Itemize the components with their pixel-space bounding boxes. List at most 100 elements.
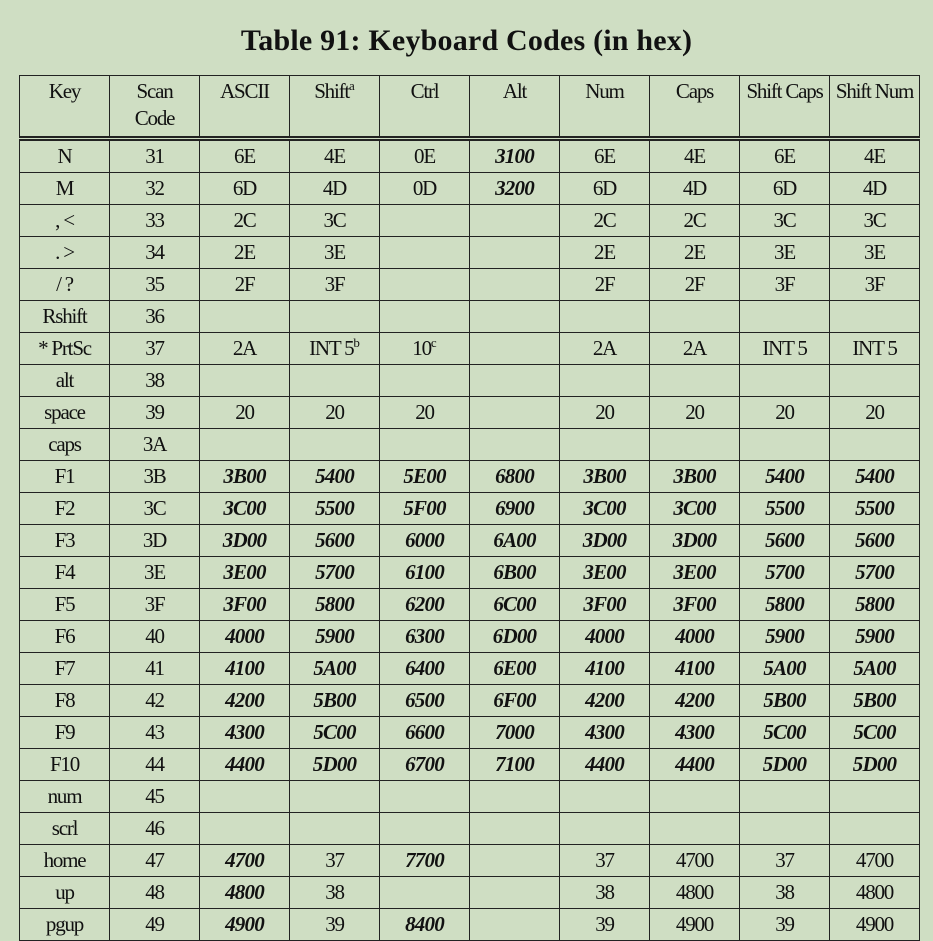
cell-text: 4E [684,144,706,168]
code-cell: 4000 [199,620,290,653]
cell-text: 2F [594,272,616,296]
code-cell [469,236,560,269]
column-header: Shifta [289,75,380,139]
code-cell: 20 [199,396,290,429]
cell-text: 3B00 [673,464,716,488]
code-cell: 38 [289,876,380,909]
code-cell: 4800 [199,876,290,909]
cell-text: F1 [54,464,76,488]
cell-text: 5900 [765,624,805,648]
code-cell: 6000 [379,524,470,557]
cell-text: F2 [54,496,76,520]
cell-text: 4E [864,144,886,168]
table-row: F9 43 4300 5C00 6600 7000 4300 4300 5C00 5C00 [19,716,920,749]
column-header: Alt [469,75,560,139]
code-cell: 0D [379,172,470,205]
key-cell: * PrtSc [19,332,110,365]
code-cell [379,780,470,813]
cell-text: 4000 [585,624,625,648]
code-cell [199,364,290,397]
code-cell [469,396,560,429]
table-row: space 39 20 20 20 20 20 20 20 [19,396,920,429]
code-cell [829,428,920,461]
code-cell [289,300,380,333]
code-cell: 4800 [829,876,920,909]
cell-text: scrl [51,816,79,840]
key-cell: caps [19,428,110,461]
code-cell: 4E [289,138,380,173]
cell-text: 3E [864,240,886,264]
code-cell: 43 [109,716,200,749]
column-header: Ctrl [379,75,470,139]
code-cell: 6F00 [469,684,560,717]
cell-text: 3F00 [673,592,716,616]
cell-text: 4100 [675,656,715,680]
cell-text: 3C [323,208,346,232]
code-cell: 3E00 [199,556,290,589]
code-cell: 38 [109,364,200,397]
code-cell [379,428,470,461]
code-cell: 49 [109,908,200,941]
code-cell [829,780,920,813]
code-cell: 34 [109,236,200,269]
cell-text: 5800 [315,592,355,616]
cell-text: 48 [145,880,165,904]
cell-text: 38 [775,880,795,904]
cell-text: 3B00 [223,464,266,488]
cell-text: 38 [145,368,165,392]
cell-text: 4800 [675,880,714,904]
cell-text: 31 [145,144,165,168]
code-cell: INT 5 [829,332,920,365]
cell-text: 3B [143,464,166,488]
code-cell: 4E [649,138,740,173]
cell-text: 2E [594,240,616,264]
cell-text: 2C [233,208,256,232]
code-cell: 5400 [739,460,830,493]
cell-text: 6B00 [493,560,536,584]
cell-text: 2C [593,208,616,232]
cell-text: 39 [325,912,345,936]
code-cell: 42 [109,684,200,717]
code-cell: 4700 [649,844,740,877]
cell-text: INT 5 [852,336,898,360]
cell-text: 4400 [585,752,625,776]
cell-text: 5500 [855,496,895,520]
cell-text: 3E00 [673,560,716,584]
cell-text: 6700 [405,752,445,776]
cell-text: 6E [594,144,616,168]
code-cell: 6B00 [469,556,560,589]
cell-text: 4900 [675,912,714,936]
cell-text: 3D00 [672,528,717,552]
code-cell: 2A [559,332,650,365]
code-cell: 20 [739,396,830,429]
code-cell [469,268,560,301]
code-cell: 5B00 [829,684,920,717]
header-row: Key Scan Code ASCII Shifta Ctrl Alt Num Caps Shi… [19,75,920,139]
cell-text: 6A00 [493,528,536,552]
code-cell: 4900 [649,908,740,941]
cell-text: 8400 [405,912,445,936]
cell-text: F7 [54,656,76,680]
cell-text: 4100 [225,656,265,680]
code-cell: 2E [559,236,650,269]
code-cell: 6A00 [469,524,560,557]
code-cell: 4400 [649,748,740,781]
cell-text: 0E [414,144,436,168]
cell-text: F10 [49,752,80,776]
table-row: N 31 6E 4E 0E 3100 6E 4E 6E 4E [19,138,920,173]
cell-text: 4D [322,176,347,200]
table-row: pgup 49 4900 39 8400 39 4900 39 4900 [19,908,920,941]
code-cell [559,428,650,461]
code-cell: 7700 [379,844,470,877]
cell-text: 5B00 [313,688,356,712]
code-cell: 5500 [739,492,830,525]
table-row: Rshift 36 [19,300,920,333]
code-cell: 3C00 [649,492,740,525]
code-cell: 31 [109,138,200,173]
code-cell: 3C [829,204,920,237]
code-cell: 3E [829,236,920,269]
code-cell [199,812,290,845]
cell-text: M [55,176,75,200]
column-header: Key [19,75,110,139]
code-cell: 4400 [199,748,290,781]
